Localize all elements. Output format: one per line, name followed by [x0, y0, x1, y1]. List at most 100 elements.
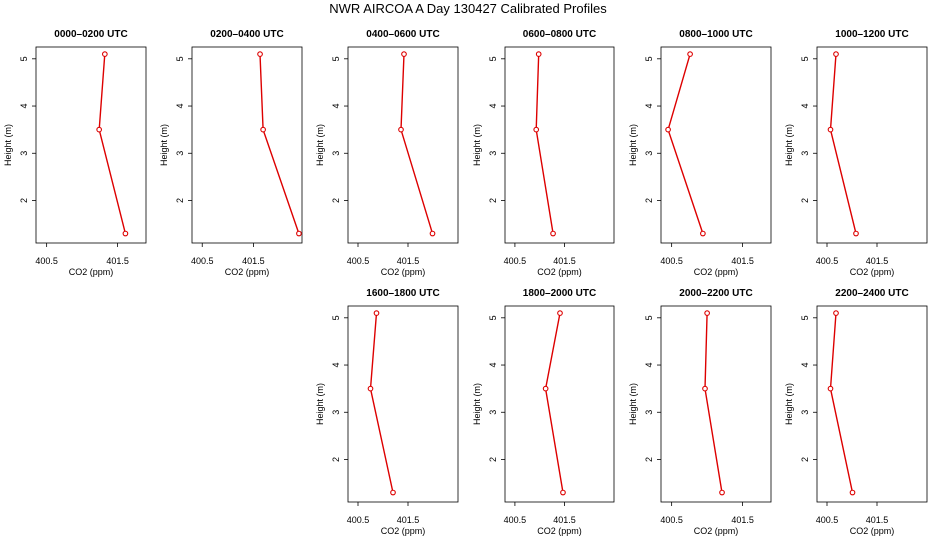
x-axis-label: CO2 (ppm): [850, 526, 895, 536]
x-axis-label: CO2 (ppm): [225, 267, 270, 277]
y-axis-label: Height (m): [784, 124, 794, 166]
panel-title: 2200–2400 UTC: [835, 288, 908, 299]
panel-title: 1000–1200 UTC: [835, 29, 908, 40]
plot-frame: [816, 46, 928, 244]
data-point: [827, 126, 834, 133]
x-tick-label: 401.5: [553, 515, 576, 525]
y-tick-label: 2: [331, 457, 341, 462]
y-tick-label: 4: [800, 363, 810, 368]
x-tick-label: 401.5: [106, 256, 129, 266]
data-point: [719, 489, 725, 496]
data-point: [833, 51, 839, 57]
y-tick-label: 2: [644, 457, 654, 462]
plot-frame: [660, 46, 772, 244]
panel-title: 1600–1800 UTC: [366, 288, 439, 299]
panel-title: 0200–0400 UTC: [210, 29, 283, 40]
panel-title: 0400–0600 UTC: [366, 29, 439, 40]
panel-title: 0600–0800 UTC: [523, 29, 596, 40]
panel-title: 2000–2200 UTC: [679, 288, 752, 299]
x-tick-label: 401.5: [866, 256, 889, 266]
profile-line: [259, 54, 300, 234]
data-point: [853, 230, 859, 237]
data-point: [257, 51, 263, 57]
plot-frame: [35, 46, 147, 244]
y-axis-label: Height (m): [784, 383, 794, 425]
profile-line: [98, 54, 127, 234]
y-axis-label: Height (m): [628, 124, 638, 166]
data-point: [260, 126, 266, 133]
x-tick-label: 400.5: [816, 515, 839, 525]
y-tick-label: 2: [488, 198, 498, 203]
y-tick-label: 2: [800, 198, 810, 203]
panel-title: 0800–1000 UTC: [679, 29, 752, 40]
profile-line: [704, 313, 723, 493]
y-tick-label: 3: [488, 410, 498, 415]
panel-title: 1800–2000 UTC: [523, 288, 596, 299]
y-tick-label: 3: [488, 151, 498, 156]
data-point: [665, 126, 671, 133]
y-tick-label: 5: [644, 56, 654, 61]
data-point: [390, 489, 396, 496]
data-point: [533, 126, 540, 133]
plot-frame: [504, 46, 615, 244]
x-axis-label: CO2 (ppm): [537, 267, 582, 277]
data-point: [560, 489, 566, 496]
profile-line: [829, 313, 854, 493]
data-point: [401, 51, 407, 57]
x-tick-label: 400.5: [816, 256, 839, 266]
data-point: [833, 310, 839, 316]
data-point: [542, 385, 549, 392]
x-tick-label: 400.5: [504, 256, 527, 266]
data-point: [429, 230, 436, 237]
data-point: [704, 310, 710, 316]
data-point: [96, 126, 103, 133]
x-tick-label: 401.5: [553, 256, 576, 266]
x-tick-label: 401.5: [866, 515, 889, 525]
y-axis-label: Height (m): [628, 383, 638, 425]
y-tick-label: 2: [800, 457, 810, 462]
plot-frame: [660, 305, 772, 503]
y-tick-label: 3: [800, 151, 810, 156]
y-tick-label: 3: [175, 151, 185, 156]
data-point: [101, 51, 108, 57]
y-tick-label: 3: [331, 410, 341, 415]
data-point: [122, 230, 129, 237]
data-point: [398, 126, 404, 133]
y-tick-label: 3: [800, 410, 810, 415]
y-tick-label: 3: [644, 410, 654, 415]
y-axis-label: Height (m): [315, 124, 325, 166]
plot-frame: [347, 305, 459, 503]
y-tick-label: 3: [644, 151, 654, 156]
x-tick-label: 401.5: [397, 256, 420, 266]
panel-title: 0000–0200 UTC: [54, 29, 127, 40]
y-axis-label: Height (m): [472, 383, 482, 425]
y-tick-label: 3: [331, 151, 341, 156]
x-tick-label: 401.5: [242, 256, 265, 266]
y-tick-label: 2: [488, 457, 498, 462]
data-point: [296, 230, 302, 237]
y-tick-label: 2: [175, 198, 185, 203]
data-point: [373, 310, 380, 316]
y-tick-label: 4: [644, 104, 654, 109]
y-tick-label: 4: [488, 104, 498, 109]
plot-frame: [347, 46, 459, 244]
y-axis-label: Height (m): [315, 383, 325, 425]
x-tick-label: 400.5: [504, 515, 527, 525]
y-tick-label: 4: [644, 363, 654, 368]
y-tick-label: 2: [331, 198, 341, 203]
y-axis-label: Height (m): [472, 124, 482, 166]
plot-frame: [504, 305, 615, 503]
profile-line: [400, 54, 434, 234]
data-point: [687, 51, 693, 57]
y-tick-label: 4: [488, 363, 498, 368]
x-axis-label: CO2 (ppm): [537, 526, 582, 536]
